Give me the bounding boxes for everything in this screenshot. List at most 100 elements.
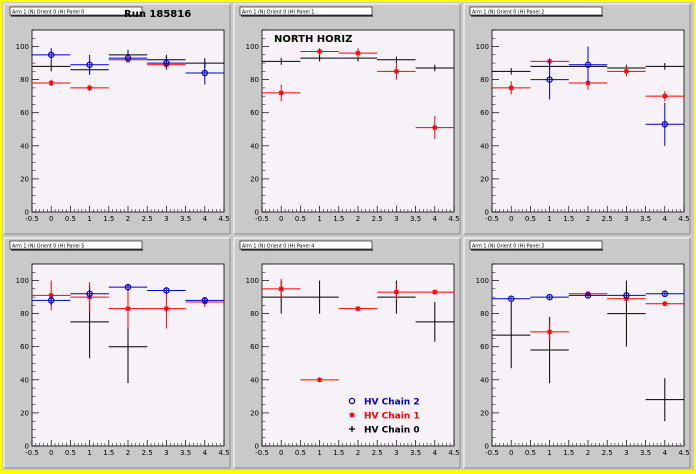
circle-marker [584,292,592,299]
y-tick-label: 100 [16,277,29,285]
y-tick-label: 20 [480,175,489,183]
x-tick-label: 2 [126,215,130,223]
circle-marker [661,290,669,298]
x-tick-label: 4.5 [678,215,689,223]
data-point [377,63,416,80]
run-label: Run 185816 [124,9,191,20]
legend-entry: HV Chain 2 [348,398,420,408]
x-tick-label: 2 [356,449,360,457]
y-tick-label: 0 [255,443,259,451]
data-point [32,48,71,62]
panel-title: Arm 1 (N) Orient 0 (H) Panel 5 [12,244,84,250]
y-tick-label: 20 [20,175,29,183]
x-tick-label: 3 [164,215,168,223]
y-tick-label: 80 [480,310,489,318]
x-tick-label: -0.5 [255,215,269,223]
series-hv-chain-2 [530,46,684,146]
panel-title-box [9,6,143,16]
y-tick-label: 60 [250,109,259,117]
star-marker [355,306,361,312]
y-axis: 0 20 40 60 80 100 [16,263,39,451]
y-tick-label: 60 [20,109,29,117]
x-tick-label: 4 [663,215,668,223]
data-point [530,59,569,100]
circle-marker [546,76,553,83]
y-axis: 0 20 40 60 80 100 [246,29,269,217]
y-axis: 0 20 40 60 80 100 [476,263,499,451]
x-axis: -0.5 0 0.5 1 1.5 2 2.5 3 3.5 4 4.5 [485,440,690,457]
circle-marker [163,287,170,294]
star-marker [623,296,629,302]
y-tick-label: 40 [20,142,29,150]
y-tick-label: 80 [20,310,29,318]
x-tick-label: 2.5 [602,215,613,223]
panel-annotation: NORTH HORIZ [274,34,352,45]
chart-panel-4: Arm 1 (N) Orient 0 (H) Panel 4-0.5 0 0.5 1 1… [233,237,461,469]
data-point [607,292,646,299]
legend-entry: HV Chain 0 [349,426,420,436]
panel-title: Arm 1 (N) Orient 0 (H) Panel 2 [472,10,544,16]
x-tick-label: 0.5 [525,449,536,457]
x-tick-label: 1.5 [103,215,114,223]
legend-entry: HV Chain 1 [349,412,420,422]
data-point [185,297,224,304]
data-point [492,302,531,369]
x-tick-label: 4.5 [218,449,229,457]
x-tick-label: 0 [509,449,513,457]
data-point [415,289,454,295]
data-point [32,295,71,306]
x-tick-label: 2.5 [142,449,153,457]
x-tick-label: -0.5 [485,449,499,457]
star-marker [48,292,54,299]
x-tick-label: 3.5 [180,449,191,457]
data-point [108,54,148,62]
data-point [568,46,608,83]
x-tick-label: -0.5 [25,449,39,457]
x-tick-label: 0.5 [295,215,306,223]
data-point [415,116,454,140]
chart-panel-1: Arm 1 (N) Orient 0 (H) Panel 1-0.5 0 0.5 1 1… [233,3,461,235]
data-point [645,378,684,422]
data-point [645,290,684,298]
x-tick-label: 3.5 [410,449,421,457]
star-marker [317,377,323,383]
star-marker [547,329,553,335]
x-tick-label: 0.5 [295,449,306,457]
circle-marker [86,61,93,68]
circle-marker [584,61,592,68]
x-tick-label: 4 [663,449,668,457]
circle-marker [124,54,132,62]
y-tick-label: 0 [25,443,29,451]
panel-title: Arm 1 (N) Orient 0 (H) Panel 4 [242,244,314,250]
data-point [70,288,109,299]
y-tick-label: 80 [250,310,259,318]
x-tick-label: 4 [203,215,208,223]
chart-panel-5: Arm 1 (N) Orient 0 (H) Panel 3-0.5 0 0.5 1 1… [463,237,691,469]
data-point [645,102,684,146]
data-point [108,288,148,329]
y-tick-label: 60 [250,343,259,351]
series-hv-chain-2 [32,48,224,85]
data-point [492,81,531,95]
y-axis: 0 20 40 60 80 100 [246,263,269,451]
panel-title: Arm 1 (N) Orient 0 (H) Panel 3 [472,244,544,250]
x-tick-label: 2 [356,215,360,223]
data-point [32,79,71,87]
data-point [300,377,339,383]
y-tick-label: 100 [246,277,259,285]
x-tick-label: -0.5 [25,215,39,223]
data-point [300,48,339,55]
y-tick-label: 40 [250,142,259,150]
y-tick-label: 40 [250,376,259,384]
y-tick-label: 0 [25,209,29,217]
data-point [108,283,148,291]
star-marker [278,90,284,96]
x-tick-label: 0.5 [65,215,76,223]
x-axis: -0.5 0 0.5 1 1.5 2 2.5 3 3.5 4 4.5 [255,440,460,457]
x-tick-label: 4.5 [448,449,459,457]
data-point [338,306,378,312]
circle-marker [124,283,132,291]
x-tick-label: 3 [394,449,398,457]
y-tick-label: 60 [480,343,489,351]
